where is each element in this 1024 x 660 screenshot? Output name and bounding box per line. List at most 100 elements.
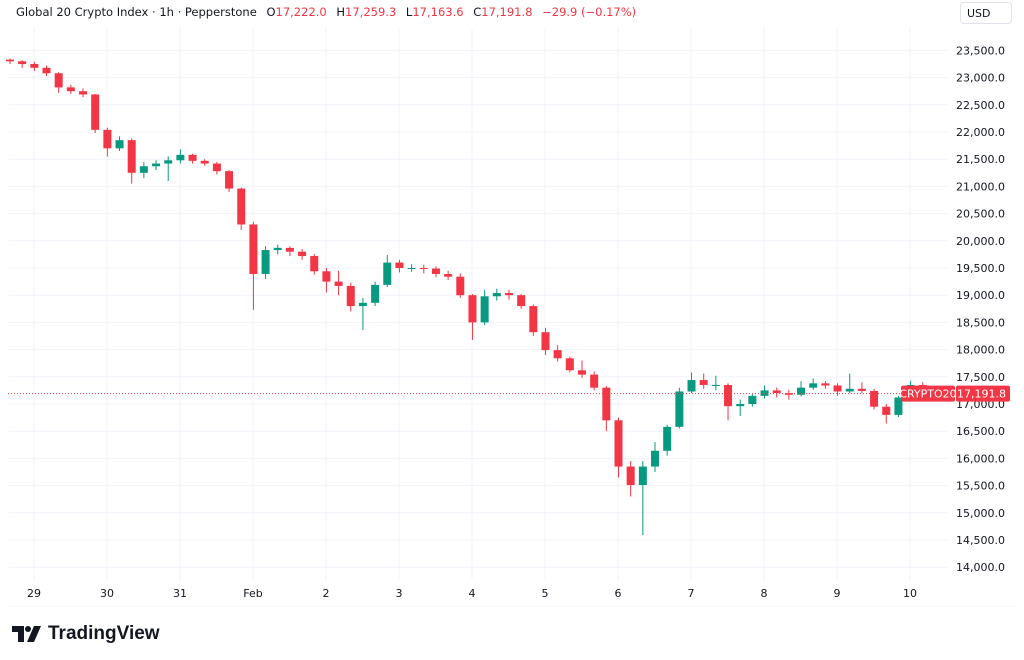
candle — [833, 383, 842, 396]
candle — [638, 461, 647, 536]
candle-body — [870, 390, 879, 407]
x-tick-label: 10 — [903, 587, 917, 600]
candle — [845, 373, 854, 394]
x-tick-label: 4 — [469, 587, 476, 600]
symbol-tag-bg — [901, 385, 955, 402]
candle-body — [383, 262, 392, 285]
change-value: −29.9 (−0.17%) — [542, 5, 637, 19]
candle-body — [273, 247, 282, 251]
candle-body — [809, 383, 818, 388]
candle — [249, 221, 258, 310]
candle — [431, 266, 440, 278]
candle — [456, 273, 465, 298]
candle — [480, 289, 489, 326]
x-tick-label: 31 — [173, 587, 187, 600]
candle — [273, 244, 282, 255]
candle-body — [857, 388, 866, 391]
y-tick-label: 22,000.0 — [956, 126, 1005, 139]
candle — [383, 254, 392, 288]
candle — [30, 61, 39, 72]
candle-body — [577, 370, 586, 375]
candle — [139, 161, 148, 179]
candle — [687, 372, 696, 394]
x-tick-label: Feb — [243, 587, 262, 600]
candle-body — [724, 384, 733, 407]
candle — [724, 383, 733, 421]
candle — [127, 138, 136, 184]
candle — [699, 373, 708, 389]
low-value: 17,163.6 — [412, 5, 464, 19]
candle-body — [821, 383, 830, 386]
candle-body — [504, 293, 513, 296]
candle-body — [225, 171, 234, 189]
candle-body — [468, 295, 477, 323]
candle — [91, 93, 100, 134]
candle-body — [371, 284, 380, 303]
x-tick-label: 29 — [27, 587, 41, 600]
candle — [298, 248, 307, 260]
close-label: C — [473, 5, 482, 19]
tradingview-logo[interactable]: TradingView — [12, 623, 160, 645]
y-tick-label: 21,000.0 — [956, 180, 1005, 193]
candle-body — [103, 129, 112, 149]
candle-body — [638, 466, 647, 486]
y-tick-label: 23,000.0 — [956, 72, 1005, 85]
candle-body — [30, 64, 39, 68]
candle — [334, 270, 343, 296]
candle — [444, 270, 453, 280]
x-tick-label: 5 — [542, 587, 549, 600]
candle-body — [152, 163, 161, 167]
y-tick-label: 15,000.0 — [956, 507, 1005, 520]
candle-body — [517, 295, 526, 307]
candle-body — [334, 281, 343, 286]
candle — [261, 246, 270, 279]
candle — [237, 187, 246, 230]
candle — [651, 442, 660, 472]
candle — [358, 297, 367, 331]
candle-body — [480, 296, 489, 323]
candle-body — [797, 387, 806, 395]
candle-body — [541, 332, 550, 351]
candle — [468, 294, 477, 340]
candle — [809, 378, 818, 390]
candle — [152, 160, 161, 171]
last-price-badge-bg — [956, 385, 1010, 402]
candle-body — [237, 188, 246, 225]
candle-body — [565, 358, 574, 371]
ohlc-legend: Global 20 Crypto Index · 1h · Pepperston… — [16, 5, 636, 19]
y-tick-label: 16,500.0 — [956, 425, 1005, 438]
y-tick-label: 15,500.0 — [956, 480, 1005, 493]
candle-body — [529, 306, 538, 333]
candle-body — [882, 406, 891, 415]
close-value: 17,191.8 — [481, 5, 533, 19]
candle — [504, 289, 513, 300]
candle — [748, 394, 757, 407]
candle — [821, 381, 830, 389]
y-tick-label: 14,500.0 — [956, 534, 1005, 547]
candle-body — [212, 163, 221, 172]
candle — [188, 153, 197, 164]
candle — [870, 388, 879, 410]
candle-body — [346, 285, 355, 307]
high-value: 17,259.3 — [345, 5, 397, 19]
candle — [541, 327, 550, 356]
candle — [6, 58, 14, 64]
candle — [115, 136, 124, 152]
x-tick-label: 7 — [688, 587, 695, 600]
candle-body — [651, 450, 660, 467]
candle-body — [322, 271, 331, 282]
candle-body — [139, 166, 148, 173]
currency-button[interactable]: USD — [960, 2, 1012, 24]
candle-body — [590, 374, 599, 388]
candle — [857, 382, 866, 394]
candle-body — [115, 140, 124, 149]
candle — [602, 386, 611, 432]
symbol-title: Global 20 Crypto Index · 1h · Pepperston… — [16, 5, 257, 19]
candle — [614, 417, 623, 478]
candle-body — [699, 380, 708, 385]
candle — [103, 127, 112, 157]
logo-text: TradingView — [48, 623, 160, 644]
candle — [285, 246, 294, 257]
candle-body — [419, 268, 428, 269]
